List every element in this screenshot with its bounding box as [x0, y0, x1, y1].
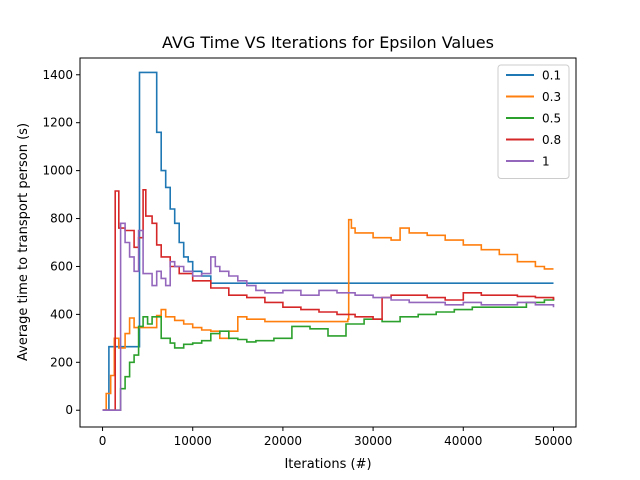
series-line-1 [102, 71, 554, 412]
legend-label: 0.8 [542, 133, 561, 147]
legend: 0.1 0.3 0.5 0.8 1 [497, 64, 570, 179]
y-tick-label: 400 [50, 307, 73, 321]
y-tick-label: 1200 [42, 116, 73, 130]
plot-frame [79, 57, 577, 428]
legend-box [497, 64, 570, 179]
series-line-3 [102, 297, 555, 412]
y-tick-label: 1400 [42, 68, 73, 82]
x-axis: 0 10000 20000 30000 40000 50000 [99, 427, 573, 448]
legend-label: 1 [542, 155, 550, 169]
legend-label: 0.3 [542, 90, 561, 104]
x-tick-label: 0 [99, 434, 107, 448]
legend-label: 0.5 [542, 112, 561, 126]
y-tick-label: 0 [65, 403, 73, 417]
y-tick-label: 800 [50, 212, 73, 226]
y-tick-label: 1000 [42, 164, 73, 178]
x-tick-label: 30000 [354, 434, 392, 448]
y-tick-label: 600 [50, 259, 73, 273]
y-axis-label: Average time to transport person (s) [16, 123, 31, 361]
chart-title: AVG Time VS Iterations for Epsilon Value… [162, 33, 494, 52]
series-line-2 [102, 218, 554, 412]
series-line-5 [102, 222, 555, 412]
x-axis-label: Iterations (#) [284, 457, 371, 472]
x-tick-label: 10000 [174, 434, 212, 448]
x-tick-label: 20000 [264, 434, 302, 448]
x-tick-label: 40000 [444, 434, 482, 448]
legend-label: 0.1 [542, 69, 561, 83]
y-axis: 0 200 400 600 800 1000 1200 1400 [42, 68, 80, 417]
y-tick-label: 200 [50, 355, 73, 369]
series-group [102, 71, 555, 412]
x-tick-label: 50000 [534, 434, 572, 448]
